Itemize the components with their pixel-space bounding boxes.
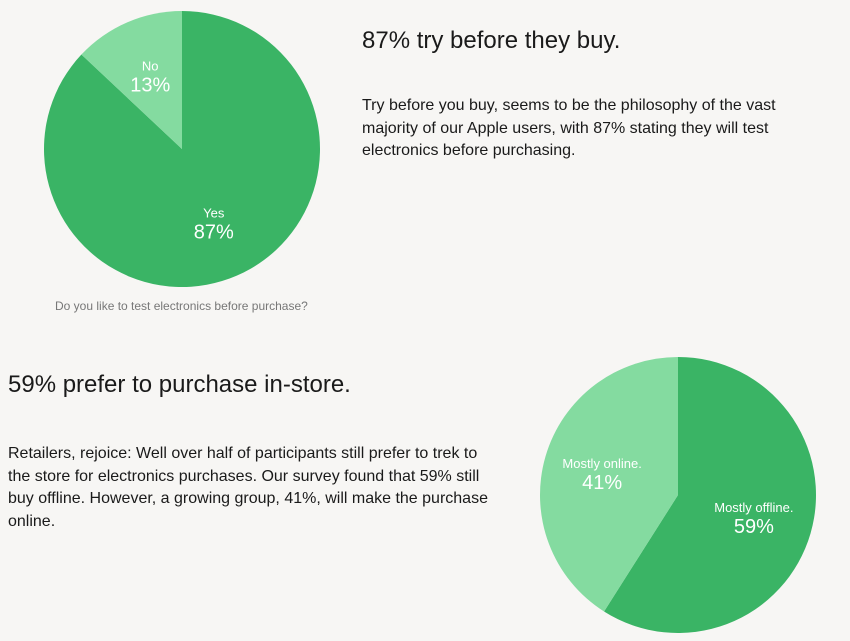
pie-slice-value: 87% [194, 221, 234, 243]
pie-slice-label: No [142, 59, 159, 74]
section-headline-try-before-buy: 87% try before they buy. [362, 27, 621, 54]
pie-chart-online-vs-offline: Mostly offline. 59% Mostly online. 41% [539, 357, 816, 633]
pie-chart-test-before-purchase: Yes 87% No 13% [43, 11, 321, 287]
pie-slice-mostly-offline [604, 357, 816, 633]
section-body-in-store: Retailers, rejoice: Well over half of pa… [8, 445, 488, 530]
pie-slice-label: Mostly online. [562, 456, 641, 471]
pie-slice-label: Yes [203, 205, 225, 220]
pie-slice-value: 59% [734, 516, 774, 538]
pie-slice-label: Mostly offline. [714, 500, 793, 515]
chart-caption: Do you like to test electronics before p… [55, 299, 308, 313]
pie-slice-value: 13% [130, 75, 170, 97]
pie-slice-no [81, 11, 182, 149]
pie-slice-mostly-online [539, 357, 678, 612]
section-body-try-before-buy: Try before you buy, seems to be the phil… [362, 97, 776, 159]
pie-chart-svg: Mostly offline.59% Mostly online.41% [539, 357, 816, 633]
section-headline-in-store: 59% prefer to purchase in-store. [8, 371, 351, 398]
pie-slice-value: 41% [582, 472, 622, 494]
